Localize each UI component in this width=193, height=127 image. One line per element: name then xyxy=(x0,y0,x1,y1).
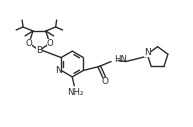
Text: HN: HN xyxy=(114,55,127,64)
Text: O: O xyxy=(102,77,109,86)
Text: O: O xyxy=(47,39,54,48)
Text: O: O xyxy=(25,39,32,48)
Text: B: B xyxy=(36,46,42,55)
Text: NH₂: NH₂ xyxy=(67,88,84,97)
Text: N: N xyxy=(144,48,151,57)
Text: N: N xyxy=(55,66,62,75)
